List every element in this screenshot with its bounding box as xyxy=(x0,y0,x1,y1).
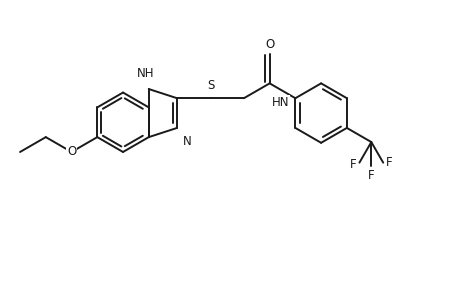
Text: HN: HN xyxy=(271,96,289,109)
Text: F: F xyxy=(349,158,356,171)
Text: O: O xyxy=(67,146,76,158)
Text: F: F xyxy=(386,156,392,169)
Text: O: O xyxy=(264,38,274,51)
Text: NH: NH xyxy=(137,67,154,80)
Text: F: F xyxy=(367,169,374,182)
Text: S: S xyxy=(207,79,214,92)
Text: N: N xyxy=(183,135,191,148)
